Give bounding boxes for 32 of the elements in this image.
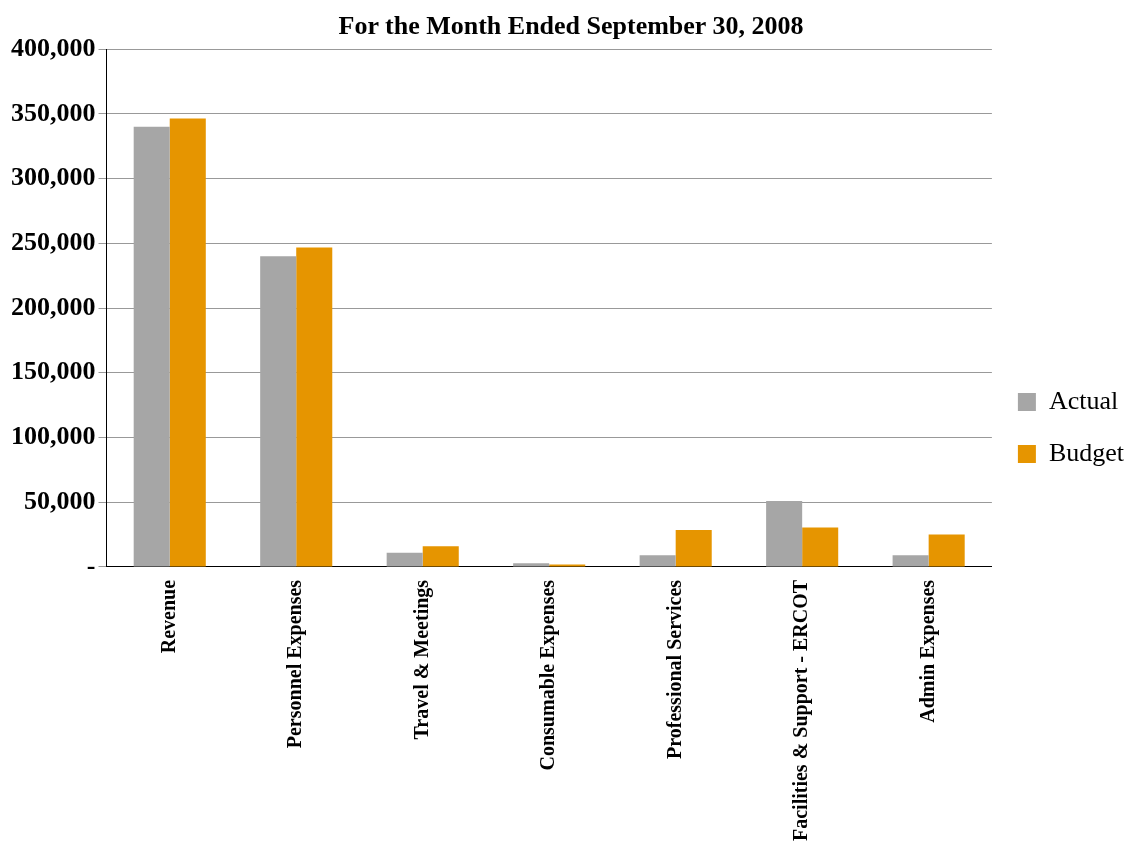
x-tick-label: Travel & Meetings: [409, 579, 433, 740]
y-tick-label: 350,000: [11, 97, 96, 127]
x-tick-label: Facilities & Support - ERCOT: [789, 579, 813, 842]
bar: [928, 534, 965, 567]
y-tick-label: 50,000: [24, 485, 96, 515]
y-tick-label: 250,000: [11, 227, 96, 257]
bar: [169, 118, 206, 567]
bar: [639, 555, 676, 567]
x-tick-label: Personnel Expenses: [283, 579, 307, 749]
x-tick-label: Professional Services: [662, 579, 685, 759]
bar: [766, 500, 803, 567]
y-tick-label: -: [86, 550, 96, 580]
bar: [422, 546, 459, 567]
bar: [260, 256, 297, 567]
x-tick-label: Consumable Expenses: [536, 579, 560, 771]
x-tick-label: Revenue: [156, 579, 179, 654]
y-tick-label: 150,000: [11, 356, 96, 386]
y-tick-label: 400,000: [11, 32, 96, 62]
x-tick-label: Admin Expenses: [915, 579, 939, 723]
bar: [802, 527, 839, 567]
bar: [296, 247, 333, 567]
legend-label: Actual: [1048, 385, 1119, 415]
bar: [675, 530, 712, 567]
y-tick-label: 300,000: [11, 162, 96, 192]
bar: [386, 552, 423, 567]
bar: [133, 126, 170, 567]
chart-title: For the Month Ended September 30, 2008: [338, 11, 804, 41]
bar: [513, 563, 550, 567]
y-tick-label: 100,000: [11, 421, 96, 451]
bar: [892, 555, 929, 567]
y-tick-label: 200,000: [11, 291, 96, 321]
legend-label: Budget: [1048, 437, 1125, 467]
